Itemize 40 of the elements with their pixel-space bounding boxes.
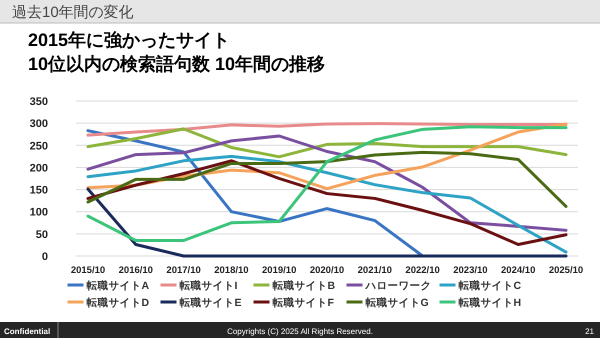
text: 21 [585, 327, 595, 336]
x-tick-label: 2024/10 [501, 265, 536, 276]
x-tick-label: 2021/10 [358, 265, 392, 276]
legend-label: 転職サイトC [458, 279, 522, 292]
y-tick-label: 300 [30, 118, 48, 130]
text: Copyrights (C) 2025 All Rights Reserved. [227, 327, 373, 336]
x-tick-label: 2020/10 [310, 265, 344, 276]
text: Confidential [4, 327, 50, 336]
x-tick-label: 2023/10 [453, 265, 488, 276]
x-tick-label: 2025/10 [548, 265, 584, 276]
y-tick-label: 350 [30, 96, 48, 108]
text: 過去10年間の変化 [12, 4, 134, 21]
x-tick-label: 2022/10 [405, 265, 440, 276]
legend-label: 転職サイトE [178, 296, 242, 309]
line-series [86, 127, 568, 158]
legend-label: 転職サイトG [364, 296, 429, 309]
line-series [86, 134, 568, 232]
y-tick-label: 250 [30, 140, 48, 152]
x-tick-label: 2019/10 [262, 265, 296, 276]
line-series [86, 122, 568, 137]
line-series [86, 125, 568, 242]
legend-label: ハローワーク [364, 280, 432, 292]
chart-subtitle: 10位以内の検索語句数 10年間の推移 [28, 54, 326, 74]
legend-label: 転職サイトF [272, 296, 334, 309]
x-tick-label: 2016/10 [118, 265, 153, 276]
y-tick-label: 0 [42, 251, 48, 263]
x-tick-label: 2018/10 [214, 265, 249, 276]
legend-label: 転職サイトD [86, 296, 150, 309]
legend-label: 転職サイトH [458, 296, 522, 309]
y-tick-label: 50 [36, 228, 48, 241]
legend-label: 転職サイトA [86, 279, 150, 292]
y-tick-label: 150 [30, 184, 48, 197]
legend-label: 転職サイトB [272, 279, 336, 292]
line-series [86, 150, 568, 208]
y-tick-label: 100 [30, 206, 48, 219]
y-tick-label: 200 [30, 162, 48, 174]
x-tick-label: 2015/10 [70, 265, 106, 276]
chart-title: 2015年に強かったサイト [28, 30, 230, 50]
x-tick-label: 2017/10 [166, 265, 201, 276]
legend-label: 転職サイトI [178, 279, 238, 292]
